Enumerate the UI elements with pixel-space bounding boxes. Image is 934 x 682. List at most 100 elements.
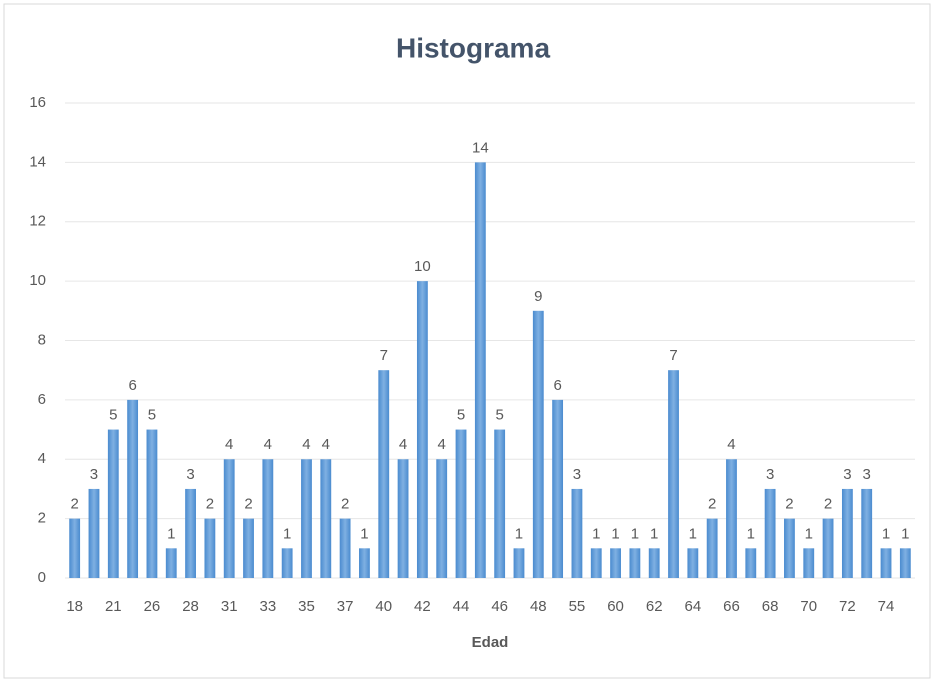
x-tick-label: 74 (878, 598, 895, 615)
bar (552, 399, 564, 578)
data-label: 2 (708, 496, 716, 513)
data-label: 9 (534, 288, 542, 305)
bar (745, 548, 757, 578)
x-tick-label: 72 (839, 598, 856, 615)
data-label: 1 (631, 525, 639, 542)
data-label: 3 (573, 466, 581, 483)
data-label: 1 (805, 525, 813, 542)
data-label: 4 (399, 436, 407, 453)
bar (706, 518, 718, 578)
bar (629, 548, 641, 578)
bar (687, 548, 699, 578)
bar (107, 429, 119, 578)
bar (397, 459, 409, 578)
bar (69, 518, 81, 578)
bar (532, 310, 544, 578)
x-tick-label: 70 (800, 598, 817, 615)
x-tick-label: 68 (762, 598, 779, 615)
bar (204, 518, 216, 578)
y-tick-label: 2 (38, 510, 46, 527)
data-label: 5 (495, 407, 503, 424)
bar (359, 548, 370, 578)
x-tick-label: 37 (337, 598, 354, 615)
bar (610, 548, 621, 578)
data-label: 7 (669, 347, 677, 364)
data-label: 2 (824, 496, 832, 513)
data-label: 1 (283, 525, 291, 542)
bar (320, 459, 332, 578)
x-tick-label: 40 (375, 598, 392, 615)
bar (455, 429, 467, 578)
x-tick-label: 28 (182, 598, 199, 615)
bar (281, 548, 293, 578)
x-tick-label: 44 (453, 598, 470, 615)
data-label: 3 (863, 466, 871, 483)
bar (590, 548, 602, 578)
data-label: 2 (70, 496, 78, 513)
bar (416, 281, 428, 578)
data-label: 1 (689, 525, 697, 542)
bar (648, 548, 660, 578)
data-label: 6 (128, 377, 136, 394)
data-label: 3 (843, 466, 851, 483)
bar (880, 548, 892, 578)
y-tick-label: 12 (29, 213, 46, 230)
bar (571, 488, 583, 578)
x-tick-label: 35 (298, 598, 315, 615)
x-tick-label: 64 (684, 598, 701, 615)
bar (88, 488, 100, 578)
data-label: 2 (244, 496, 252, 513)
bar (146, 429, 158, 578)
data-label: 4 (322, 436, 330, 453)
data-label: 3 (766, 466, 774, 483)
x-tick-label: 46 (491, 598, 508, 615)
bar (726, 459, 737, 578)
bar (803, 548, 815, 578)
x-tick-label: 62 (646, 598, 663, 615)
bar (436, 459, 448, 578)
y-tick-label: 4 (38, 450, 46, 467)
bar (494, 429, 506, 578)
data-label: 5 (109, 407, 117, 424)
data-label: 5 (148, 407, 156, 424)
x-tick-label: 31 (221, 598, 238, 615)
x-tick-label: 60 (607, 598, 624, 615)
y-tick-label: 16 (29, 94, 46, 111)
x-tick-label: 26 (144, 598, 161, 615)
bar (861, 488, 873, 578)
data-label: 1 (167, 525, 175, 542)
x-tick-label: 48 (530, 598, 547, 615)
y-tick-label: 8 (38, 331, 46, 348)
bar (165, 548, 177, 578)
data-label: 7 (380, 347, 388, 364)
bar (301, 459, 312, 578)
data-label: 4 (225, 436, 233, 453)
data-label: 14 (472, 139, 489, 156)
data-label: 10 (414, 258, 431, 275)
chart-title: Histograma (396, 32, 550, 63)
data-label: 1 (611, 525, 619, 542)
bar (474, 162, 486, 578)
data-label: 1 (515, 525, 523, 542)
bar (822, 518, 834, 578)
x-tick-label: 55 (569, 598, 586, 615)
y-tick-label: 0 (38, 569, 46, 586)
data-label: 4 (438, 436, 446, 453)
data-label: 3 (90, 466, 98, 483)
y-tick-label: 10 (29, 272, 46, 289)
bar (668, 370, 679, 578)
x-tick-label: 66 (723, 598, 740, 615)
data-label: 1 (901, 525, 909, 542)
y-tick-label: 14 (29, 153, 46, 170)
data-label: 1 (360, 525, 368, 542)
y-tick-label: 6 (38, 391, 46, 408)
data-label: 1 (747, 525, 755, 542)
bar (378, 370, 390, 578)
x-tick-label: 33 (259, 598, 276, 615)
data-label: 6 (553, 377, 561, 394)
bar (243, 518, 254, 578)
data-label: 2 (785, 496, 793, 513)
bar (127, 399, 139, 578)
bar (262, 459, 274, 578)
data-label: 5 (457, 407, 465, 424)
